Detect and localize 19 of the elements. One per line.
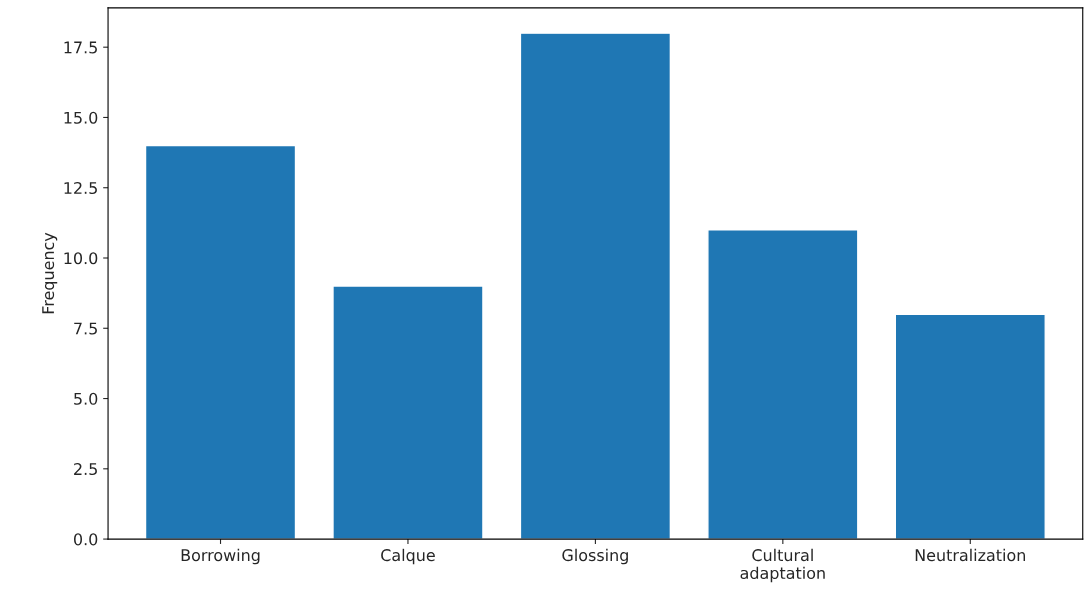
y-tick-label: 2.5 [74,463,97,476]
bar [144,144,297,540]
y-axis-title: Frequency [42,232,58,314]
y-tick-label: 17.5 [64,41,97,54]
y-tick-label: 5.0 [74,392,98,405]
y-tick-label: 0.0 [73,533,98,546]
x-tick-label: Borrowing [181,548,260,565]
bar [707,229,859,540]
x-tick-label: Calque [381,548,435,565]
bar [894,313,1046,540]
y-tick-label: 12.5 [64,181,97,195]
x-tick-label: Neutralization [915,548,1025,562]
y-tick-label: 7.5 [74,322,97,335]
y-tick-label: 10.0 [64,252,98,265]
y-tick-label: 15.0 [64,111,98,124]
bar [332,285,484,540]
bar [519,32,672,540]
x-tick-label: Cultural adaptation [740,548,825,583]
x-tick-label: Glossing [562,548,628,565]
